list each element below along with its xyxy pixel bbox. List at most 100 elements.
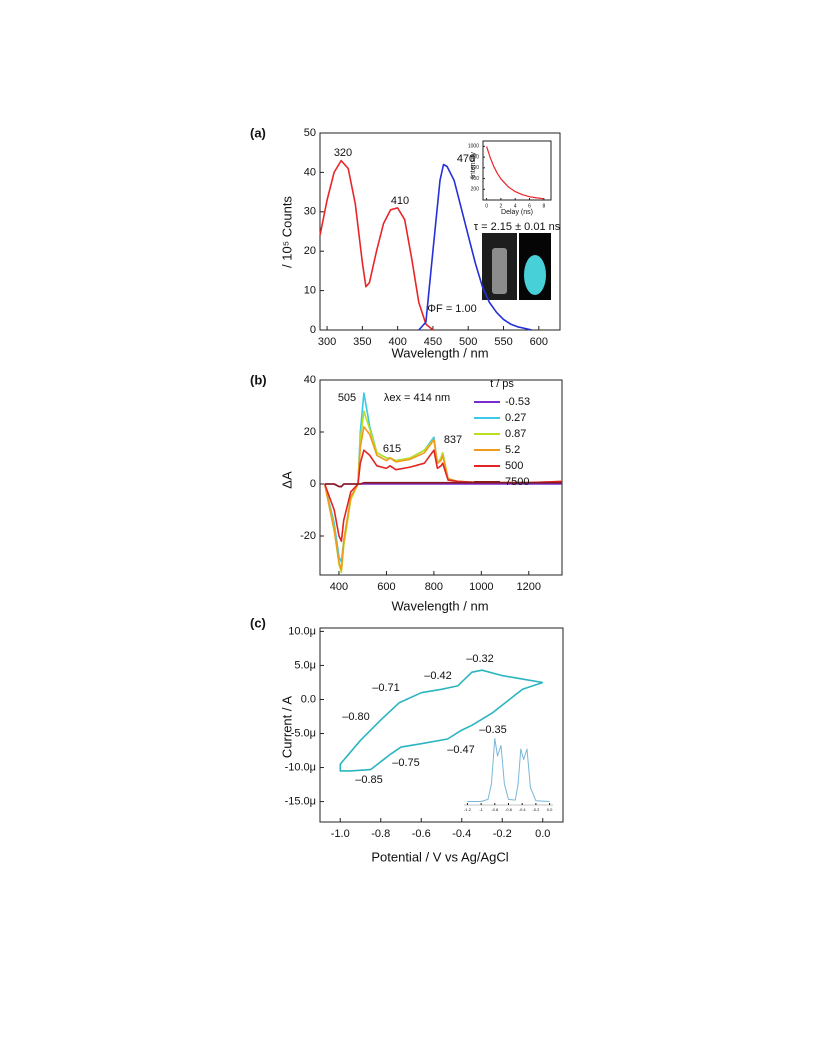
panel-label: (a) <box>250 125 266 140</box>
y-axis-label: Current / A <box>279 696 294 758</box>
annotation: τ = 2.15 ± 0.01 ns <box>474 221 561 233</box>
x-tick-label: 0.0 <box>547 807 553 812</box>
x-tick-label: 600 <box>530 336 548 348</box>
x-axis-label: Delay (ns) <box>501 209 533 216</box>
x-tick-label: -1 <box>479 807 483 812</box>
panel-label: (b) <box>250 372 267 387</box>
y-tick-label: 40 <box>304 374 316 386</box>
legend-label: 0.87 <box>505 428 526 440</box>
x-tick-label: 4 <box>514 203 517 209</box>
y-tick-label: 5.0μ <box>294 659 316 671</box>
y-tick-label: 200 <box>471 187 480 193</box>
annotation: –0.32 <box>466 653 494 665</box>
y-axis-label: ΔA <box>279 471 294 489</box>
vial-glow <box>524 255 546 295</box>
x-tick-label: 0 <box>485 203 488 209</box>
legend-label: 0.27 <box>505 412 526 424</box>
y-tick-label: -20 <box>300 530 316 542</box>
data-line <box>319 159 434 331</box>
annotation: –0.42 <box>424 670 452 682</box>
x-tick-label: -0.2 <box>532 807 540 812</box>
annotation: 410 <box>391 195 409 207</box>
x-tick-label: 1000 <box>469 581 493 593</box>
annotation: –0.35 <box>479 724 507 736</box>
x-tick-label: -0.2 <box>493 828 512 840</box>
y-tick-label: -5.0μ <box>291 727 316 739</box>
x-tick-label: -0.6 <box>412 828 431 840</box>
annotation: –0.85 <box>355 774 383 786</box>
y-tick-label: 0 <box>310 324 316 336</box>
x-tick-label: 2 <box>500 203 503 209</box>
x-tick-label: 8 <box>542 203 545 209</box>
data-line <box>467 738 550 802</box>
x-tick-label: -0.8 <box>371 828 390 840</box>
y-tick-label: 10 <box>304 285 316 297</box>
y-tick-label: 800 <box>471 154 480 160</box>
x-tick-label: 450 <box>424 336 442 348</box>
data-line <box>324 481 562 488</box>
y-tick-label: 1000 <box>468 144 479 150</box>
x-tick-label: -0.4 <box>519 807 527 812</box>
x-tick-label: 1200 <box>517 581 541 593</box>
legend-label: -0.53 <box>505 396 530 408</box>
annotation: 320 <box>334 147 352 159</box>
x-tick-label: -0.6 <box>505 807 513 812</box>
annotation: ΦF = 1.00 <box>427 303 476 315</box>
plot-frame <box>319 379 563 576</box>
x-tick-label: 400 <box>388 336 406 348</box>
data-line <box>323 449 563 542</box>
annotation: λex = 414 nm <box>384 392 450 404</box>
legend-label: 500 <box>505 460 523 472</box>
y-tick-label: 20 <box>304 426 316 438</box>
annotation: 470 <box>457 153 475 165</box>
x-axis-label: Potential / V vs Ag/AgCl <box>371 849 508 864</box>
y-tick-label: 40 <box>304 166 316 178</box>
data-line <box>339 669 544 772</box>
x-tick-label: 0.0 <box>535 828 550 840</box>
x-tick-label: 400 <box>330 581 348 593</box>
x-tick-label: 600 <box>377 581 395 593</box>
y-tick-label: 30 <box>304 206 316 218</box>
x-tick-label: -0.8 <box>491 807 499 812</box>
panel-label: (c) <box>250 615 266 630</box>
data-line <box>486 146 544 200</box>
y-tick-label: 10.0μ <box>288 625 316 637</box>
y-tick-label: -15.0μ <box>285 795 316 807</box>
plot-frame <box>319 627 564 823</box>
x-tick-label: 800 <box>425 581 443 593</box>
y-tick-label: 400 <box>471 176 480 182</box>
y-axis-label: Intensity <box>470 151 477 178</box>
y-tick-label: 0.0 <box>301 693 316 705</box>
annotation: –0.80 <box>342 711 370 723</box>
annotation: 837 <box>444 434 462 446</box>
x-tick-label: 500 <box>459 336 477 348</box>
legend-label: 5.2 <box>505 444 520 456</box>
annotation: –0.75 <box>392 757 420 769</box>
x-axis-label: Wavelength / nm <box>391 598 488 613</box>
y-tick-label: 0 <box>310 478 316 490</box>
x-tick-label: 6 <box>528 203 531 209</box>
y-tick-label: 600 <box>471 165 480 171</box>
legend-label: 7500 <box>505 476 529 488</box>
annotation: –0.71 <box>372 682 400 694</box>
x-tick-label: 350 <box>353 336 371 348</box>
y-tick-label: 20 <box>304 245 316 257</box>
vial-daylight <box>492 248 507 294</box>
x-tick-label: -1.0 <box>331 828 350 840</box>
x-tick-label: -0.4 <box>452 828 471 840</box>
legend-title: t / ps <box>490 378 514 390</box>
data-line <box>418 163 532 331</box>
annotation: 505 <box>338 392 356 404</box>
annotation: –0.47 <box>447 744 475 756</box>
annotation: 615 <box>383 443 401 455</box>
x-tick-label: 300 <box>318 336 336 348</box>
x-tick-label: 550 <box>494 336 512 348</box>
y-tick-label: 50 <box>304 127 316 139</box>
plot-frame <box>482 140 552 201</box>
y-axis-label: / 10⁵ Counts <box>279 196 294 268</box>
x-axis-label: Wavelength / nm <box>391 345 488 360</box>
x-tick-label: -1.2 <box>464 807 472 812</box>
y-tick-label: -10.0μ <box>285 761 316 773</box>
